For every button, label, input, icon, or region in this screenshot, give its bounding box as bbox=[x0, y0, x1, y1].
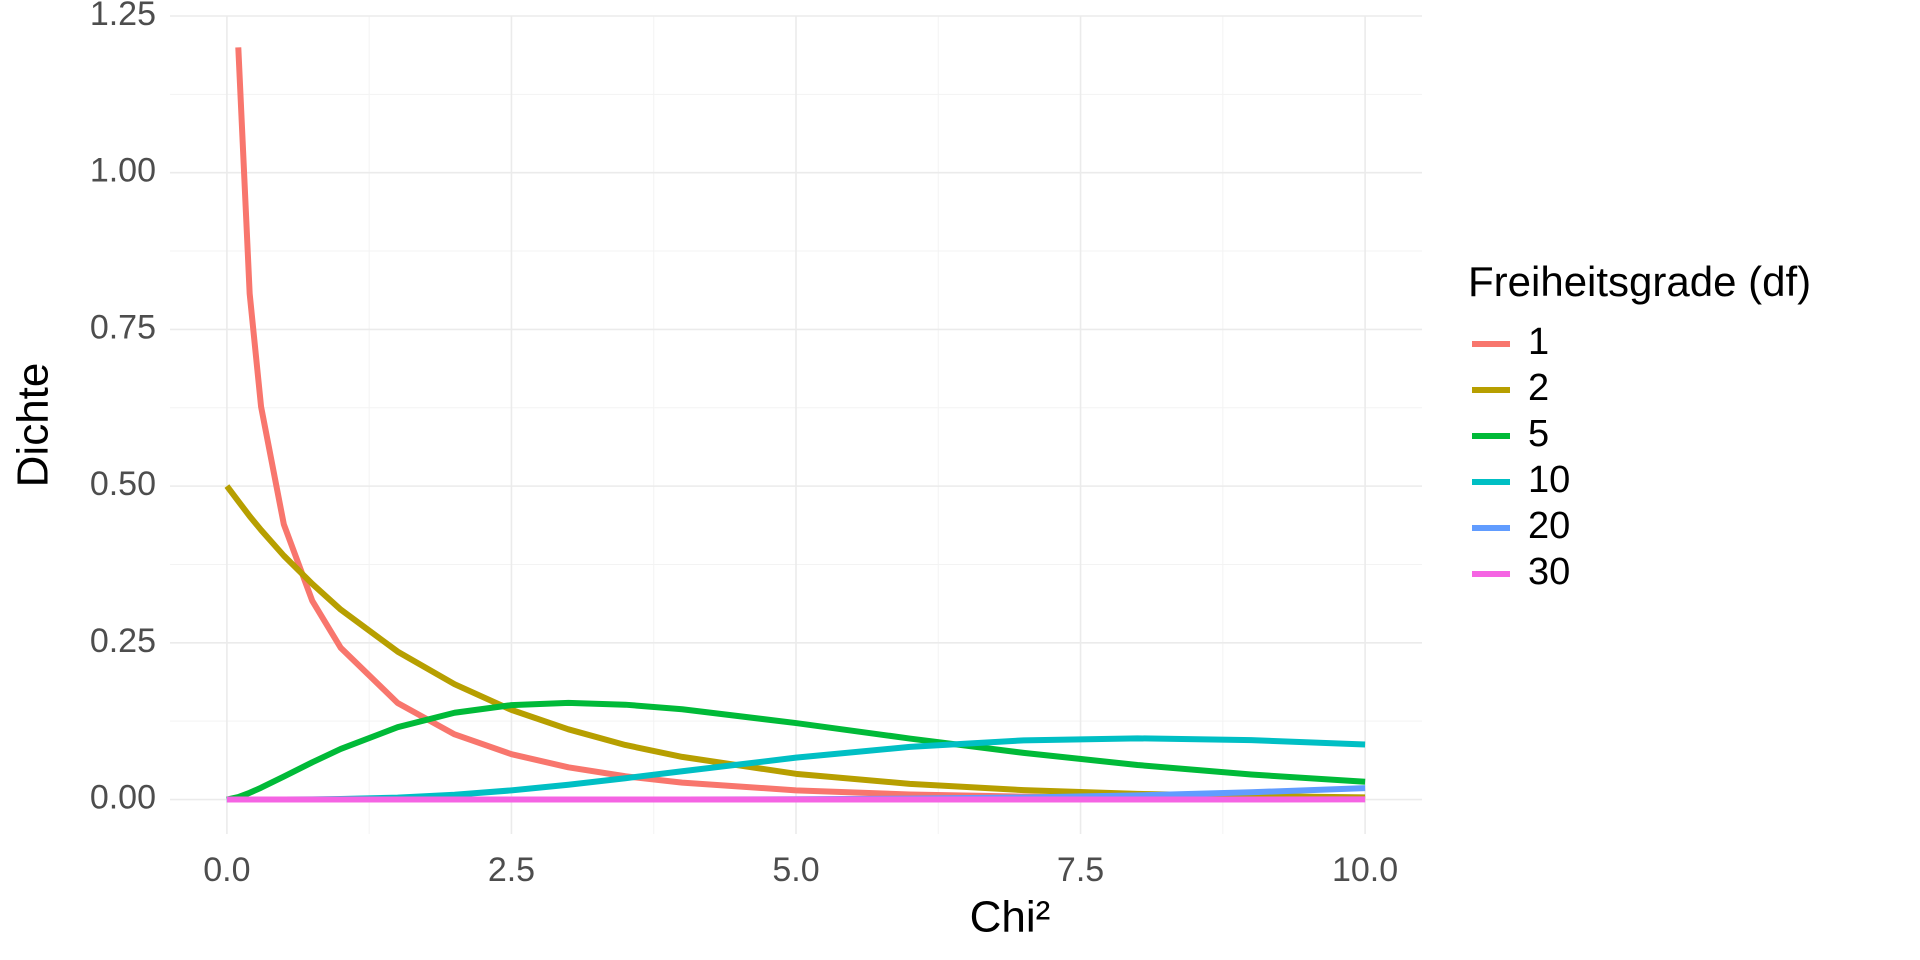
legend-label: 2 bbox=[1528, 367, 1549, 409]
series-line bbox=[235, 47, 1366, 802]
legend-title: Freiheitsgrade (df) bbox=[1468, 258, 1811, 305]
legend-label: 10 bbox=[1528, 459, 1570, 501]
x-tick-label: 10.0 bbox=[1332, 851, 1398, 889]
legend-label: 20 bbox=[1528, 505, 1570, 547]
y-tick-label: 0.25 bbox=[90, 622, 156, 660]
legend-label: 5 bbox=[1528, 413, 1549, 455]
series-line bbox=[226, 699, 1366, 803]
y-tick-label: 1.25 bbox=[90, 0, 156, 33]
legend-label: 30 bbox=[1528, 551, 1570, 593]
grid bbox=[170, 15, 1422, 834]
legend-label: 1 bbox=[1528, 321, 1549, 363]
x-tick-label: 5.0 bbox=[772, 851, 819, 889]
y-tick-label: 0.75 bbox=[90, 308, 156, 346]
x-axis-label: Chi² bbox=[970, 893, 1051, 942]
y-tick-label: 1.00 bbox=[90, 152, 156, 190]
x-tick-label: 2.5 bbox=[488, 851, 535, 889]
x-tick-label: 7.5 bbox=[1057, 851, 1104, 889]
x-tick-label: 0.0 bbox=[203, 851, 250, 889]
y-tick-label: 0.50 bbox=[90, 465, 156, 503]
y-tick-label: 0.00 bbox=[90, 779, 156, 817]
series-line bbox=[224, 484, 1366, 801]
y-axis-label: Dichte bbox=[9, 363, 58, 488]
